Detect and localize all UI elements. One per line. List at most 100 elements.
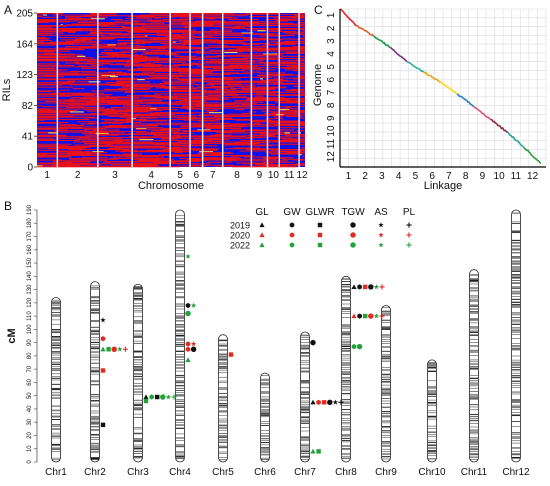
genotype-block bbox=[37, 84, 63, 86]
genotype-block bbox=[231, 166, 262, 168]
genotype-block bbox=[64, 100, 88, 102]
genotype-block bbox=[205, 61, 223, 63]
genotype-block bbox=[197, 120, 220, 122]
genotype-block bbox=[303, 70, 305, 72]
legend-trait-header: GL bbox=[255, 207, 269, 218]
genotype-block bbox=[102, 83, 139, 85]
genotype-block bbox=[175, 100, 203, 102]
genotype-block bbox=[227, 61, 255, 63]
genotype-block bbox=[195, 155, 204, 157]
genotype-block bbox=[216, 63, 253, 65]
genotype-block bbox=[126, 78, 151, 80]
genotype-block bbox=[133, 28, 169, 30]
genotype-block bbox=[177, 61, 186, 63]
star-icon bbox=[190, 302, 197, 308]
plus-icon bbox=[338, 399, 344, 405]
genotype-block bbox=[259, 160, 288, 162]
genotype-block bbox=[105, 47, 139, 49]
genotype-block bbox=[54, 71, 80, 73]
genotype-block bbox=[54, 130, 87, 132]
genotype-block bbox=[116, 100, 143, 102]
genotype-block bbox=[58, 37, 92, 39]
cm-tick-label: 80 bbox=[27, 352, 33, 359]
genotype-block bbox=[231, 157, 242, 160]
genotype-block bbox=[136, 16, 174, 18]
linkage-tick-label: 4 bbox=[396, 171, 402, 182]
genotype-block bbox=[201, 118, 233, 120]
genotype-block bbox=[60, 54, 84, 56]
genotype-block bbox=[144, 29, 156, 31]
genotype-block bbox=[131, 24, 166, 26]
genotype-block bbox=[263, 164, 281, 166]
genotype-block bbox=[249, 115, 284, 117]
genotype-block bbox=[302, 30, 305, 32]
genotype-block bbox=[57, 104, 64, 106]
genotype-block bbox=[304, 40, 305, 42]
genotype-block bbox=[62, 73, 98, 75]
genotype-block bbox=[37, 126, 70, 128]
genotype-block bbox=[37, 97, 59, 99]
collinearity-line-chr12 bbox=[523, 147, 542, 164]
genotype-block bbox=[241, 103, 275, 105]
genotype-block bbox=[154, 93, 166, 95]
genotype-block bbox=[42, 106, 57, 108]
genotype-block bbox=[233, 91, 243, 93]
genotype-block bbox=[73, 40, 87, 42]
genotype-block bbox=[132, 58, 142, 60]
genotype-block bbox=[273, 77, 280, 79]
genotype-block bbox=[220, 77, 233, 79]
genotype-block bbox=[235, 48, 259, 50]
genotype-block bbox=[46, 154, 71, 157]
genotype-block bbox=[197, 106, 221, 108]
genotype-block bbox=[37, 51, 55, 53]
genotype-block bbox=[37, 33, 53, 35]
genotype-block bbox=[171, 19, 188, 21]
genotype-block bbox=[150, 21, 178, 23]
genotype-block bbox=[168, 52, 177, 54]
genotype-block bbox=[115, 63, 152, 65]
genotype-block bbox=[140, 117, 158, 119]
genotype-block bbox=[184, 99, 192, 101]
genotype-block bbox=[215, 161, 232, 163]
genotype-block bbox=[178, 71, 209, 73]
genotype-block bbox=[233, 104, 251, 106]
genotype-block bbox=[291, 88, 305, 90]
genotype-block bbox=[49, 19, 58, 21]
chromosome-label: Chr3 bbox=[127, 467, 149, 478]
genotype-block bbox=[118, 85, 127, 87]
genotype-block bbox=[37, 31, 44, 33]
genotype-block bbox=[160, 64, 193, 66]
genotype-block bbox=[115, 142, 131, 145]
genotype-block bbox=[68, 157, 96, 160]
genotype-block bbox=[197, 154, 227, 157]
genotype-block bbox=[126, 64, 162, 66]
circle-icon bbox=[185, 310, 191, 317]
genotype-block bbox=[155, 151, 191, 153]
genotype-block bbox=[197, 52, 224, 54]
genotype-block bbox=[90, 31, 103, 33]
genotype-block bbox=[189, 97, 223, 99]
genotype-block bbox=[84, 128, 98, 130]
genotype-block bbox=[107, 148, 121, 150]
genotype-block bbox=[240, 22, 253, 24]
genotype-block bbox=[53, 53, 75, 55]
genotype-block bbox=[110, 106, 148, 108]
genotype-block bbox=[208, 123, 215, 125]
genotype-block bbox=[222, 76, 253, 78]
genotype-block bbox=[300, 49, 305, 51]
genotype-block bbox=[37, 163, 65, 165]
genotype-block bbox=[116, 80, 133, 82]
genotype-block bbox=[126, 23, 146, 25]
square-icon bbox=[362, 313, 368, 319]
genotype-block bbox=[124, 98, 156, 100]
genotype-block bbox=[184, 140, 213, 142]
rils-tick-label: 123 bbox=[16, 70, 33, 81]
genotype-block bbox=[218, 164, 234, 166]
genotype-block bbox=[43, 139, 80, 142]
genotype-block bbox=[231, 155, 250, 157]
genotype-block bbox=[243, 56, 269, 58]
genotype-block bbox=[229, 46, 244, 48]
genotype-block bbox=[43, 55, 78, 57]
genotype-block bbox=[104, 120, 133, 122]
